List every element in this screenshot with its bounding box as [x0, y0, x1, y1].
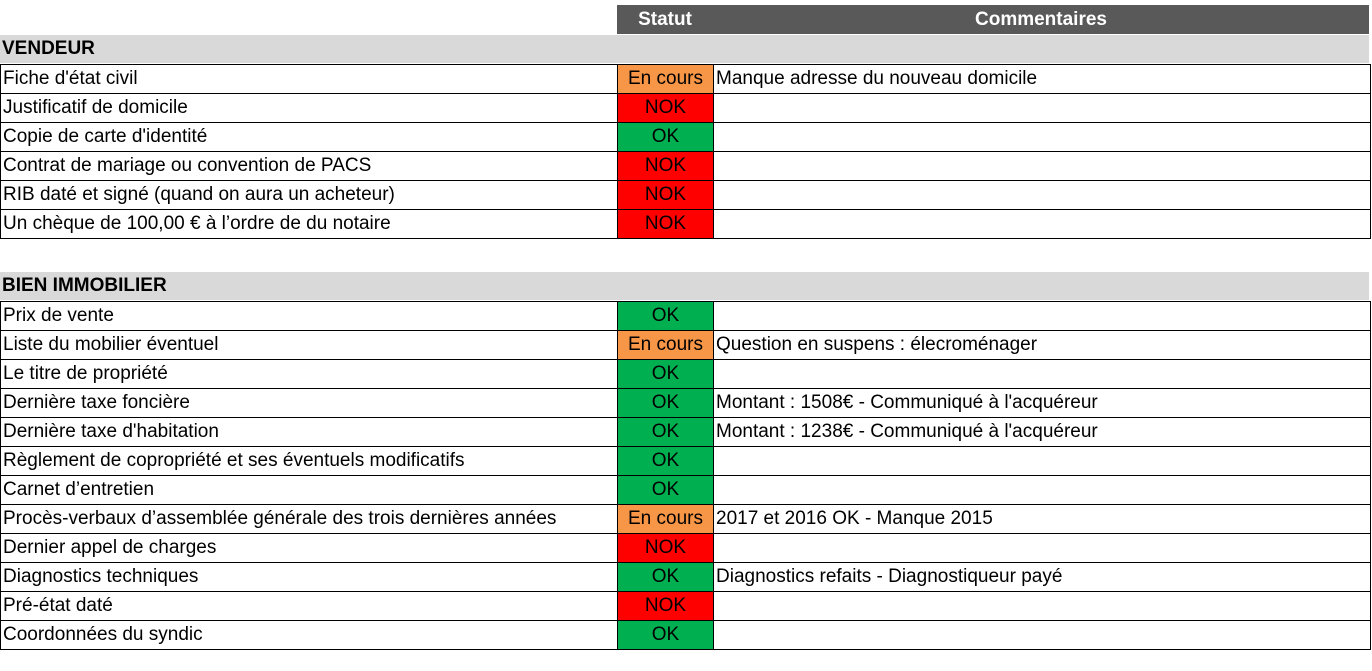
document-label-cell[interactable]: Liste du mobilier éventuel	[0, 330, 618, 360]
comment-cell[interactable]: 2017 et 2016 OK - Manque 2015	[713, 504, 1371, 534]
table-row: Contrat de mariage ou convention de PACS…	[0, 151, 1371, 181]
status-cell[interactable]: OK	[617, 122, 714, 152]
comment-cell[interactable]	[713, 591, 1371, 621]
comment-cell[interactable]: Montant : 1508€ - Communiqué à l'acquére…	[713, 388, 1371, 418]
status-cell[interactable]: En cours	[617, 504, 714, 534]
comment-cell[interactable]	[713, 180, 1371, 210]
status-column-header: Statut	[638, 9, 692, 30]
document-label-cell[interactable]: Prix de vente	[0, 301, 618, 331]
document-label-cell[interactable]: Carnet d’entretien	[0, 475, 618, 505]
document-label-cell[interactable]: Coordonnées du syndic	[0, 620, 618, 650]
document-label-cell[interactable]: RIB daté et signé (quand on aura un ache…	[0, 180, 618, 210]
document-label-cell[interactable]: Pré-état daté	[0, 591, 618, 621]
table-row: Dernière taxe foncière OK Montant : 1508€ …	[0, 388, 1371, 418]
table-row: Dernière taxe d'habitation OK Montant : 12…	[0, 417, 1371, 447]
status-cell[interactable]: OK	[617, 417, 714, 447]
status-cell[interactable]: NOK	[617, 591, 714, 621]
table-row: Procès-verbaux d’assemblée générale des …	[0, 504, 1371, 534]
document-label-cell[interactable]: Dernière taxe d'habitation	[0, 417, 618, 447]
table-row: RIB daté et signé (quand on aura un ache…	[0, 180, 1371, 210]
comment-cell[interactable]	[713, 209, 1371, 239]
document-label-cell[interactable]: Dernier appel de charges	[0, 533, 618, 563]
document-label-cell[interactable]: Un chèque de 100,00 € à l’ordre de du no…	[0, 209, 618, 239]
table-row: Diagnostics techniques OK Diagnostics refa…	[0, 562, 1371, 592]
comments-column-header: Commentaires	[975, 9, 1107, 30]
table-row: Dernier appel de charges NOK	[0, 533, 1371, 563]
table-row: Le titre de propriété OK	[0, 359, 1371, 389]
comment-cell[interactable]: Diagnostics refaits - Diagnostiqueur pay…	[713, 562, 1371, 592]
document-label-cell[interactable]: Le titre de propriété	[0, 359, 618, 389]
comment-cell[interactable]	[713, 359, 1371, 389]
status-cell[interactable]: En cours	[617, 64, 714, 94]
comment-cell[interactable]	[713, 533, 1371, 563]
table-row: Un chèque de 100,00 € à l’ordre de du no…	[0, 209, 1371, 239]
comment-cell[interactable]	[713, 475, 1371, 505]
status-cell[interactable]: NOK	[617, 151, 714, 181]
table-row: Coordonnées du syndic OK	[0, 620, 1371, 650]
status-cell[interactable]: NOK	[617, 93, 714, 123]
status-cell[interactable]: NOK	[617, 533, 714, 563]
document-label-cell[interactable]: Diagnostics techniques	[0, 562, 618, 592]
status-cell[interactable]: OK	[617, 562, 714, 592]
comment-cell[interactable]: Question en suspens : élecroménager	[713, 330, 1371, 360]
checklist-table-bien-immobilier: Prix de vente OK Liste du mobilier éventue…	[0, 301, 1371, 650]
document-label-cell[interactable]: Contrat de mariage ou convention de PACS	[0, 151, 618, 181]
table-row: Prix de vente OK	[0, 301, 1371, 331]
table-row: Carnet d’entretien OK	[0, 475, 1371, 505]
status-cell[interactable]: OK	[617, 620, 714, 650]
document-label-cell[interactable]: Fiche d'état civil	[0, 64, 618, 94]
document-label-cell[interactable]: Justificatif de domicile	[0, 93, 618, 123]
comment-cell[interactable]: Montant : 1238€ - Communiqué à l'acquére…	[713, 417, 1371, 447]
status-cell[interactable]: OK	[617, 359, 714, 389]
document-label-cell[interactable]: Procès-verbaux d’assemblée générale des …	[0, 504, 618, 534]
document-label-cell[interactable]: Dernière taxe foncière	[0, 388, 618, 418]
document-label-cell[interactable]: Copie de carte d'identité	[0, 122, 618, 152]
column-header-row: Statut Commentaires	[617, 5, 1369, 34]
comment-cell[interactable]	[713, 446, 1371, 476]
table-row: Pré-état daté NOK	[0, 591, 1371, 621]
table-row: Justificatif de domicile NOK	[0, 93, 1371, 123]
table-row: Règlement de copropriété et ses éventuel…	[0, 446, 1371, 476]
comment-cell[interactable]	[713, 620, 1371, 650]
status-cell[interactable]: NOK	[617, 180, 714, 210]
section-title-vendeur: VENDEUR	[0, 35, 1369, 63]
status-cell[interactable]: OK	[617, 301, 714, 331]
table-row: Liste du mobilier éventuel En cours Questi…	[0, 330, 1371, 360]
checklist-table-vendeur: Fiche d'état civil En cours Manque adresse…	[0, 64, 1371, 239]
status-cell[interactable]: En cours	[617, 330, 714, 360]
status-cell[interactable]: OK	[617, 446, 714, 476]
document-label-cell[interactable]: Règlement de copropriété et ses éventuel…	[0, 446, 618, 476]
status-cell[interactable]: OK	[617, 475, 714, 505]
table-row: Fiche d'état civil En cours Manque adresse…	[0, 64, 1371, 94]
comment-cell[interactable]	[713, 93, 1371, 123]
status-cell[interactable]: NOK	[617, 209, 714, 239]
status-cell[interactable]: OK	[617, 388, 714, 418]
comment-cell[interactable]: Manque adresse du nouveau domicile	[713, 64, 1371, 94]
section-title-bien-immobilier: BIEN IMMOBILIER	[0, 272, 1369, 300]
comment-cell[interactable]	[713, 301, 1371, 331]
comment-cell[interactable]	[713, 151, 1371, 181]
table-row: Copie de carte d'identité OK	[0, 122, 1371, 152]
comment-cell[interactable]	[713, 122, 1371, 152]
